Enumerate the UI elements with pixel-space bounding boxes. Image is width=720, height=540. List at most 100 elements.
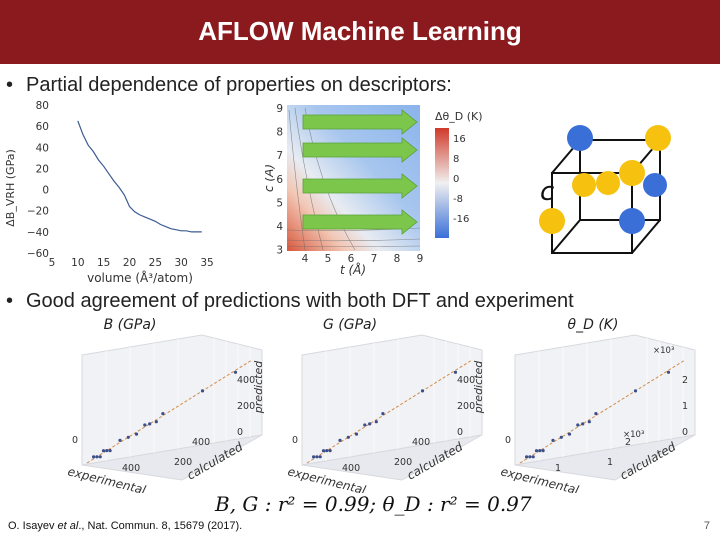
data-point: [633, 389, 638, 393]
line-series: [77, 120, 202, 233]
experimental-tick-label: 400: [342, 463, 360, 474]
data-point: [541, 449, 545, 453]
data-point: [154, 420, 158, 424]
line-chart-plot-area: [52, 105, 207, 253]
atom-yellow: [596, 171, 620, 195]
experimental-tick-label: 0: [72, 435, 78, 446]
atom-yellow: [572, 173, 596, 197]
bullet-1: • Partial dependence of properties on des…: [6, 74, 452, 97]
arrow-icon: [302, 209, 418, 235]
r-squared-stats: B, G : r² = 0.99; θ_D : r² = 0.97: [215, 492, 532, 516]
data-point: [666, 370, 671, 374]
multiplier-label: ×10³: [623, 430, 644, 440]
x-tick-label: 10: [71, 257, 84, 269]
experimental-tick-label: 0: [505, 435, 511, 446]
data-point: [118, 438, 122, 442]
y-tick-label: −20: [27, 206, 49, 218]
data-point: [98, 455, 102, 459]
predicted-tick-label: 0: [237, 427, 243, 438]
calculated-tick-label: 400: [412, 437, 430, 448]
x-tick-label: 25: [149, 257, 162, 269]
data-point: [321, 449, 326, 453]
data-point: [594, 412, 598, 416]
x-tick-label: 4: [302, 253, 309, 265]
colorbar-tick-label: 16: [453, 134, 466, 145]
arrow-icon: [302, 173, 418, 199]
bullet-dot: •: [6, 74, 14, 96]
calculated-tick-label: 400: [192, 437, 210, 448]
y-tick-label: 3: [276, 245, 283, 257]
scatter-shear-modulus: G (GPa)4002000predicted4000experimental4…: [286, 317, 485, 493]
y-tick-label: 40: [36, 142, 49, 154]
line-chart-y-ticks: 80 60 40 20 0 −20 −40 −60: [27, 100, 49, 260]
colorbar-tick-label: -8: [453, 194, 463, 205]
atom-blue: [643, 173, 667, 197]
scatter-title: G (GPa): [323, 317, 377, 333]
bullet-2-text: Good agreement of predictions with both …: [26, 290, 574, 312]
y-tick-label: 80: [36, 100, 49, 112]
atom-yellow: [539, 208, 565, 234]
arrow-icon: [302, 137, 418, 163]
predicted-axis-label: predicted: [472, 360, 485, 414]
data-point: [525, 455, 529, 459]
y-tick-label: 6: [276, 174, 283, 186]
y-tick-label: 8: [276, 127, 283, 139]
calculated-tick-label: 2: [625, 437, 631, 448]
data-point: [576, 423, 580, 427]
x-tick-label: 6: [348, 253, 355, 265]
data-point: [567, 432, 572, 436]
x-tick-label: 35: [200, 257, 213, 269]
data-point: [531, 455, 535, 459]
heatmap-x-label: t (Å): [340, 262, 366, 277]
data-point: [233, 370, 238, 374]
data-point: [318, 455, 322, 459]
data-point: [551, 438, 555, 442]
citation: O. Isayev et al., Nat. Commun. 8, 15679 …: [8, 520, 242, 532]
heatmap-arrows: [302, 109, 418, 235]
colorbar-tick-label: 8: [453, 154, 459, 165]
predicted-tick-label: 200: [457, 401, 475, 412]
line-chart-x-ticks: 5 10 15 20 25 30 35: [49, 257, 214, 269]
data-point: [312, 455, 316, 459]
citation-journal: ., Nat. Commun. 8, 15679 (2017).: [78, 520, 243, 532]
crystal-structure: c: [539, 125, 671, 254]
line-chart-y-label: ΔB_VRH (GPa): [4, 149, 17, 227]
grid-lines: [325, 338, 471, 461]
bullet-dot: •: [6, 290, 14, 312]
calculated-tick-label: 200: [394, 457, 412, 468]
y-tick-label: 20: [36, 163, 49, 175]
citation-etal: et al: [57, 520, 79, 532]
data-point: [420, 389, 425, 393]
y-tick-label: −40: [27, 227, 49, 239]
data-point: [92, 455, 96, 459]
data-point: [161, 412, 165, 416]
fit-line: [86, 359, 253, 464]
data-points: [312, 370, 458, 459]
x-tick-label: 8: [394, 253, 401, 265]
scatter-title: B (GPa): [104, 317, 157, 333]
data-point: [134, 432, 139, 436]
data-point: [374, 420, 378, 424]
data-point: [559, 435, 563, 439]
colorbar-tick-label: -16: [453, 214, 469, 225]
data-point: [581, 422, 585, 426]
predicted-axis-label: predicted: [252, 360, 265, 414]
x-tick-label: 5: [49, 257, 56, 269]
data-point: [101, 449, 106, 453]
colorbar-label: Δθ_D (K): [435, 110, 483, 123]
predicted-tick-label: 1: [682, 401, 688, 412]
plot-floor: [81, 434, 263, 481]
partial-dependence-bulk-chart: 80 60 40 20 0 −20 −40 −60 5 10 15 20 25 30 35 volume …: [4, 100, 214, 285]
x-tick-label: 9: [417, 253, 424, 265]
citation-authors: O. Isayev: [8, 520, 58, 532]
x-tick-label: 7: [371, 253, 378, 265]
grid-lines: [105, 338, 251, 461]
structure-axis-label: c: [540, 177, 554, 207]
data-point: [453, 370, 458, 374]
grid-lines: [538, 338, 684, 461]
fit-line: [306, 359, 473, 464]
y-tick-label: 7: [276, 150, 283, 162]
colorbar-ticks: 16 8 0 -8 -16: [453, 134, 469, 225]
fit-line: [519, 359, 686, 464]
